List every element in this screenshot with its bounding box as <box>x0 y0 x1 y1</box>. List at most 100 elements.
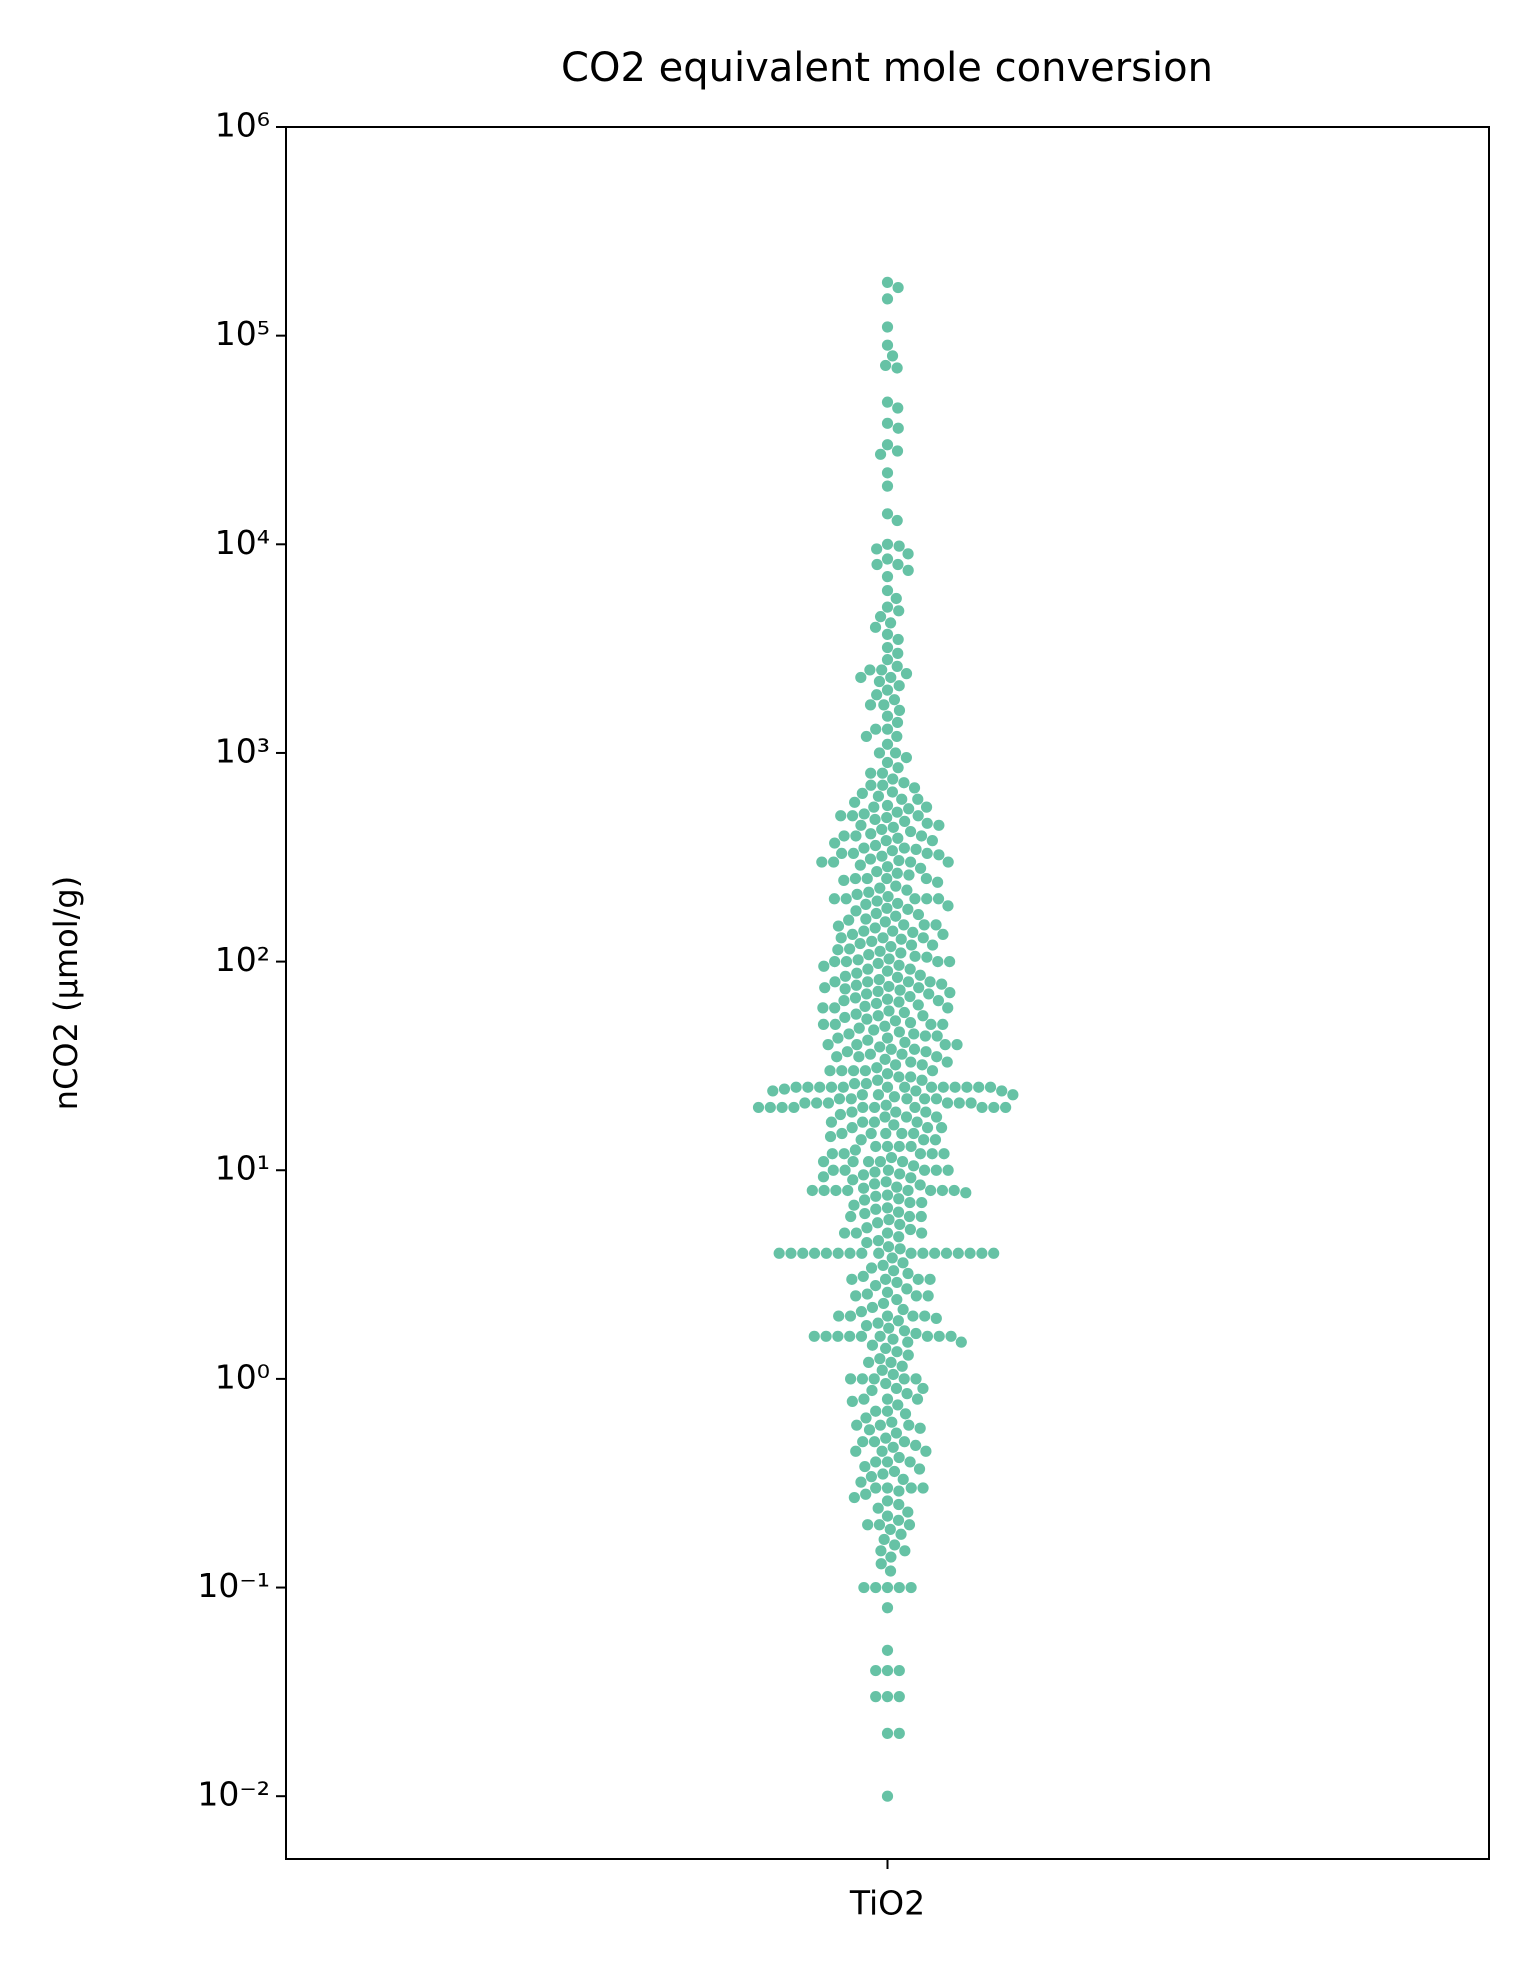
point <box>917 1482 929 1494</box>
point <box>839 1164 851 1176</box>
point <box>871 865 883 878</box>
point <box>902 1336 914 1348</box>
point <box>874 1156 886 1168</box>
point <box>871 895 883 907</box>
point <box>873 973 885 986</box>
point <box>887 773 899 785</box>
point <box>885 940 897 953</box>
point <box>973 1081 985 1093</box>
point <box>862 1034 874 1046</box>
point <box>919 1093 931 1105</box>
point <box>881 480 894 492</box>
point <box>860 898 872 910</box>
point <box>910 1327 922 1340</box>
point <box>921 893 933 905</box>
point <box>924 1184 937 1197</box>
point <box>864 853 877 865</box>
point <box>930 1111 943 1123</box>
point <box>881 1602 894 1614</box>
point <box>881 1286 894 1298</box>
point <box>891 445 904 457</box>
point <box>862 1156 875 1168</box>
point <box>913 982 925 994</box>
point <box>915 830 928 842</box>
point <box>901 1283 913 1295</box>
point <box>903 803 915 815</box>
point <box>905 1056 917 1068</box>
point <box>858 808 870 820</box>
point <box>838 1227 851 1239</box>
point <box>865 767 877 779</box>
point <box>879 1020 891 1032</box>
point <box>865 1471 878 1483</box>
point <box>896 793 908 805</box>
point <box>832 944 844 956</box>
point <box>881 710 894 722</box>
point <box>892 422 904 434</box>
point <box>824 1065 836 1077</box>
point <box>881 1510 894 1522</box>
point <box>916 1227 928 1239</box>
point <box>881 584 894 597</box>
point <box>860 730 872 743</box>
point <box>891 716 904 729</box>
point <box>868 801 880 813</box>
point <box>919 1310 931 1322</box>
point <box>880 835 892 847</box>
point <box>861 1013 873 1025</box>
point <box>865 1262 878 1274</box>
point <box>904 963 916 975</box>
point <box>893 1071 905 1083</box>
point <box>881 321 894 333</box>
point <box>817 1002 829 1014</box>
point <box>865 828 877 840</box>
y-tick-label: 10⁻² <box>197 1775 270 1814</box>
point <box>849 872 862 885</box>
point <box>881 1405 894 1417</box>
point <box>855 1330 868 1342</box>
point <box>891 806 903 818</box>
point <box>898 919 910 931</box>
point <box>904 856 917 868</box>
point <box>883 980 895 993</box>
y-tick-label: 10⁵ <box>215 314 270 353</box>
point <box>861 872 873 885</box>
point <box>885 1551 897 1563</box>
point <box>897 1257 909 1269</box>
point <box>893 1664 905 1677</box>
point <box>901 1388 913 1400</box>
point <box>892 832 904 844</box>
point <box>895 947 907 959</box>
y-tick-label: 10⁴ <box>215 523 270 562</box>
point <box>905 939 918 951</box>
point <box>853 1051 865 1063</box>
point <box>855 671 867 684</box>
point <box>937 928 949 941</box>
point <box>976 1247 988 1259</box>
point <box>864 1048 876 1060</box>
point <box>921 817 933 829</box>
point <box>881 628 894 640</box>
point <box>866 935 878 947</box>
point <box>891 867 903 879</box>
point <box>799 1097 811 1109</box>
point <box>904 990 916 1003</box>
point <box>875 1558 887 1570</box>
point <box>893 996 905 1008</box>
point <box>881 1068 894 1080</box>
point <box>881 1495 894 1507</box>
point <box>899 1408 912 1420</box>
point <box>892 558 904 571</box>
point <box>822 1097 835 1109</box>
point <box>914 862 927 874</box>
point <box>904 1196 916 1209</box>
point <box>930 1312 942 1324</box>
point <box>850 979 862 991</box>
point <box>825 1081 838 1093</box>
point <box>926 1065 939 1077</box>
point <box>881 1727 894 1739</box>
point <box>881 1189 894 1201</box>
point <box>847 847 860 860</box>
point <box>890 880 902 892</box>
point <box>876 850 888 862</box>
